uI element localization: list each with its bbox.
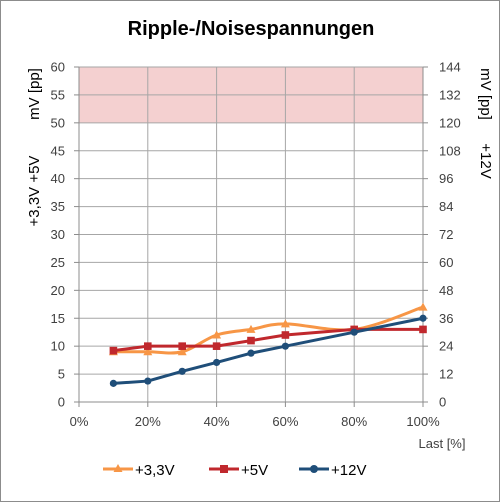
axis-layer [74, 66, 428, 407]
left-tick-labels: 0 5 10 15 20 25 30 35 40 45 50 55 60 [51, 60, 65, 410]
y-right-tick-label: 0 [439, 395, 446, 410]
data-point [350, 328, 358, 336]
y-left-tick-label: 50 [51, 115, 65, 130]
data-point [144, 342, 152, 350]
legend-item-5v: +5V [209, 462, 268, 479]
x-tick-labels: 0% 20% 40% 60% 80% 100% [70, 414, 440, 429]
legend-label-3v3: +3,3V [135, 462, 175, 479]
data-point [109, 379, 117, 387]
legend-label-5v: +5V [241, 462, 268, 479]
data-point [178, 342, 186, 350]
data-point [213, 358, 221, 367]
y-right-tick-label: 84 [439, 199, 453, 214]
x-axis-label: Last [%] [419, 436, 466, 451]
y-right-label-b: mV [pp] [477, 68, 494, 120]
legend-marker-square [220, 465, 228, 473]
y-left-tick-label: 60 [51, 60, 65, 75]
y-right-tick-label: 48 [439, 283, 453, 298]
y-left-label-a: +3,3V +5V [26, 156, 43, 227]
data-point [418, 302, 428, 311]
data-point [247, 336, 255, 345]
x-tick-label: 0% [70, 414, 89, 429]
y-left-label-b: mV [pp] [26, 68, 43, 120]
data-point [144, 377, 152, 385]
y-right-tick-label: 96 [439, 171, 453, 186]
series-12v [109, 314, 427, 387]
series-line [113, 316, 424, 385]
y-right-tick-label: 36 [439, 311, 453, 326]
legend: +3,3V +5V +12V [103, 462, 366, 479]
y-right-tick-label: 24 [439, 339, 453, 354]
data-point [281, 342, 289, 350]
y-left-tick-label: 40 [51, 171, 65, 186]
legend-item-3v3: +3,3V [103, 462, 175, 479]
y-left-tick-label: 35 [51, 199, 65, 214]
x-tick-label: 60% [272, 414, 298, 429]
y-right-tick-label: 108 [439, 143, 461, 158]
legend-item-12v: +12V [299, 462, 366, 479]
chart-title: Ripple-/Noisespannungen [128, 18, 375, 40]
series-layer [108, 302, 428, 387]
data-point [280, 319, 290, 328]
x-tick-label: 40% [204, 414, 230, 429]
legend-marker-circle [310, 465, 318, 473]
data-point [246, 324, 256, 333]
data-point [178, 367, 186, 375]
data-point [109, 346, 118, 355]
y-left-tick-label: 55 [51, 87, 65, 102]
data-point [143, 347, 153, 356]
y-left-tick-label: 5 [58, 367, 65, 382]
data-point [419, 325, 427, 334]
x-tick-label: 20% [135, 414, 161, 429]
y-left-tick-label: 15 [51, 311, 65, 326]
data-point [212, 342, 221, 350]
x-tick-label: 80% [341, 414, 367, 429]
data-point [177, 347, 187, 356]
y-left-tick-label: 20 [51, 283, 65, 298]
legend-label-12v: +12V [331, 462, 366, 479]
y-left-tick-label: 45 [51, 143, 65, 158]
data-point [281, 331, 290, 339]
y-left-tick-label: 0 [58, 395, 65, 410]
data-point [212, 330, 222, 339]
data-point [419, 314, 427, 322]
y-left-tick-label: 25 [51, 255, 65, 270]
y-right-tick-label: 12 [439, 367, 453, 382]
data-point [247, 349, 255, 357]
y-right-tick-label: 120 [439, 115, 461, 130]
y-right-tick-label: 72 [439, 227, 453, 242]
y-right-tick-label: 132 [439, 87, 461, 102]
legend-marker-triangle [113, 464, 123, 472]
right-tick-labels: 0 12 24 36 48 60 72 84 96 108 120 132 144 [439, 60, 461, 410]
x-tick-label: 100% [406, 414, 440, 429]
y-right-tick-label: 144 [439, 60, 461, 75]
y-left-tick-label: 30 [51, 227, 65, 242]
series-line [113, 327, 423, 353]
y-right-tick-label: 60 [439, 255, 453, 270]
y-right-label-a: +12V [477, 143, 494, 178]
y-left-tick-label: 10 [51, 339, 65, 354]
